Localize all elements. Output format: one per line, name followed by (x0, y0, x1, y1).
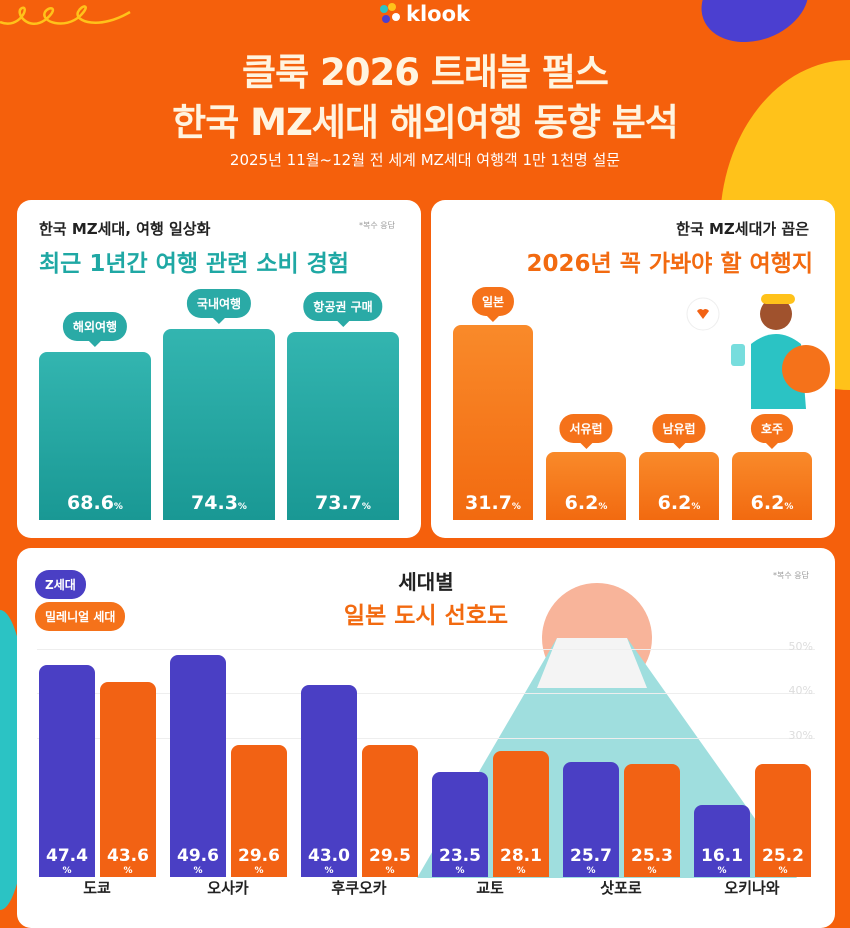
data-label: 6.2% (657, 492, 701, 514)
data-label: 74.3% (191, 491, 247, 514)
bar: 49.6% (170, 655, 226, 877)
data-label: 25.2% (755, 847, 811, 877)
panel-kicker: 한국 MZ세대가 꼽은 (676, 220, 809, 238)
note-multiple: *복수 응답 (359, 221, 395, 230)
category-label: 오키나와 (724, 879, 780, 897)
bar: 16.1% (694, 805, 750, 877)
bar: 6.2% (639, 452, 719, 520)
unit-label: % (385, 865, 395, 876)
unit-label: % (691, 502, 701, 512)
traveler-illustration (686, 294, 830, 409)
bar: 29.5% (362, 745, 418, 877)
y-tick-label: 50% (788, 639, 813, 653)
category-bubble: 남유럽 (652, 414, 706, 449)
panel-title: 일본 도시 선호도 (343, 603, 509, 629)
category-label: 도쿄 (83, 879, 111, 897)
klook-logo-icon (380, 3, 402, 25)
panel-title: 최근 1년간 여행 관련 소비 경험 (39, 251, 349, 277)
data-label: 25.3% (624, 847, 680, 877)
data-label: 43.6% (100, 847, 156, 877)
bar: 25.7% (563, 762, 619, 877)
category-label: 교토 (476, 879, 504, 897)
data-label: 47.4% (39, 847, 95, 877)
category-bubble: 호주 (750, 414, 794, 449)
title-line1: 클룩 2026 트래블 펄스 (242, 51, 609, 94)
klook-logo: klook (0, 2, 850, 26)
panel-kicker: 세대별 (398, 570, 454, 594)
logo-text: klook (406, 2, 470, 26)
decor-squiggle (0, 5, 131, 25)
unit-label: % (717, 865, 727, 876)
bar: 74.3% (163, 329, 275, 520)
gridline (37, 737, 815, 739)
data-label: 6.2% (750, 492, 794, 514)
bar: 25.2% (755, 764, 811, 877)
data-label: 28.1% (493, 847, 549, 877)
data-label: 6.2% (564, 492, 608, 514)
unit-label: % (784, 502, 794, 512)
data-label: 68.6% (67, 492, 123, 514)
unit-label: % (516, 865, 526, 876)
note-multiple: *복수 응답 (773, 571, 809, 580)
unit-label: % (113, 502, 123, 512)
y-tick-label: 30% (788, 728, 813, 742)
category-label: 오사카 (207, 879, 249, 897)
bar: 43.6% (100, 682, 156, 877)
unit-label: % (324, 865, 334, 876)
category-bubble: 해외여행 (62, 312, 128, 347)
unit-label: % (254, 865, 264, 876)
bar: 6.2% (732, 452, 812, 520)
subtitle: 2025년 11월~12월 전 세계 MZ세대 여행객 1만 1천명 설문 (229, 151, 621, 169)
unit-label: % (598, 502, 608, 512)
gridline (37, 648, 815, 650)
data-label: 29.5% (362, 847, 418, 877)
data-label: 43.0% (301, 847, 357, 877)
panel-travel-spending: 한국 MZ세대, 여행 일상화 최근 1년간 여행 관련 소비 경험 *복수 응… (17, 200, 421, 538)
unit-label: % (778, 865, 788, 876)
unit-label: % (123, 865, 133, 876)
bar: 29.6% (231, 744, 287, 877)
category-bubble: 일본 (471, 287, 515, 322)
bar: 23.5% (432, 771, 488, 877)
panel-japan-cities: Z세대 밀레니얼 세대 세대별 일본 도시 선호도 *복수 응답 50% 40% 3… (17, 548, 835, 928)
unit-label: % (511, 502, 521, 512)
data-label: 23.5% (432, 847, 488, 877)
data-label: 25.7% (563, 847, 619, 877)
category-label: 후쿠오카 (331, 879, 387, 897)
panel-destinations: 한국 MZ세대가 꼽은 2026년 꼭 가봐야 할 여행지 31.7% 일본 6.2… (431, 200, 835, 538)
panel-title: 2026년 꼭 가봐야 할 여행지 (526, 251, 813, 277)
category-label: 삿포로 (600, 879, 642, 897)
unit-label: % (455, 865, 465, 876)
unit-label: % (237, 501, 247, 512)
unit-label: % (62, 865, 72, 876)
data-label: 49.6% (170, 847, 226, 877)
bar: 28.1% (493, 751, 549, 877)
data-label: 29.6% (231, 847, 287, 877)
data-label: 73.7% (315, 491, 371, 514)
title-line2: 한국 MZ세대 해외여행 동향 분석 (172, 101, 679, 144)
legend-z-gen: Z세대 (35, 570, 86, 599)
category-bubble: 항공권 구매 (303, 291, 383, 327)
data-label: 16.1% (694, 847, 750, 877)
bar: 73.7% (287, 331, 399, 520)
panel-kicker: 한국 MZ세대, 여행 일상화 (39, 220, 211, 238)
bar: 31.7% (453, 325, 533, 520)
unit-label: % (586, 865, 596, 876)
bar: 43.0% (301, 684, 357, 877)
unit-label: % (193, 865, 203, 876)
unit-label: % (647, 865, 657, 876)
gridline (37, 693, 815, 695)
y-tick-label: 40% (788, 684, 813, 698)
legend-millennial: 밀레니얼 세대 (35, 602, 126, 631)
bar: 68.6% (39, 352, 151, 520)
category-bubble: 국내여행 (186, 289, 252, 325)
bar: 25.3% (624, 763, 680, 877)
category-bubble: 서유럽 (559, 414, 613, 449)
unit-label: % (361, 501, 371, 512)
bar: 47.4% (39, 665, 95, 877)
bar: 6.2% (546, 452, 626, 520)
data-label: 31.7% (465, 492, 521, 514)
